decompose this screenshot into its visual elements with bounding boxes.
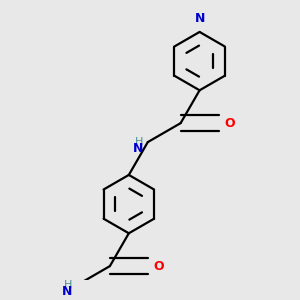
Text: N: N xyxy=(62,285,73,298)
Text: O: O xyxy=(154,260,164,273)
Text: N: N xyxy=(133,142,143,155)
Text: N: N xyxy=(194,12,205,25)
Text: O: O xyxy=(224,117,235,130)
Text: H: H xyxy=(64,280,73,290)
Text: H: H xyxy=(135,137,143,147)
